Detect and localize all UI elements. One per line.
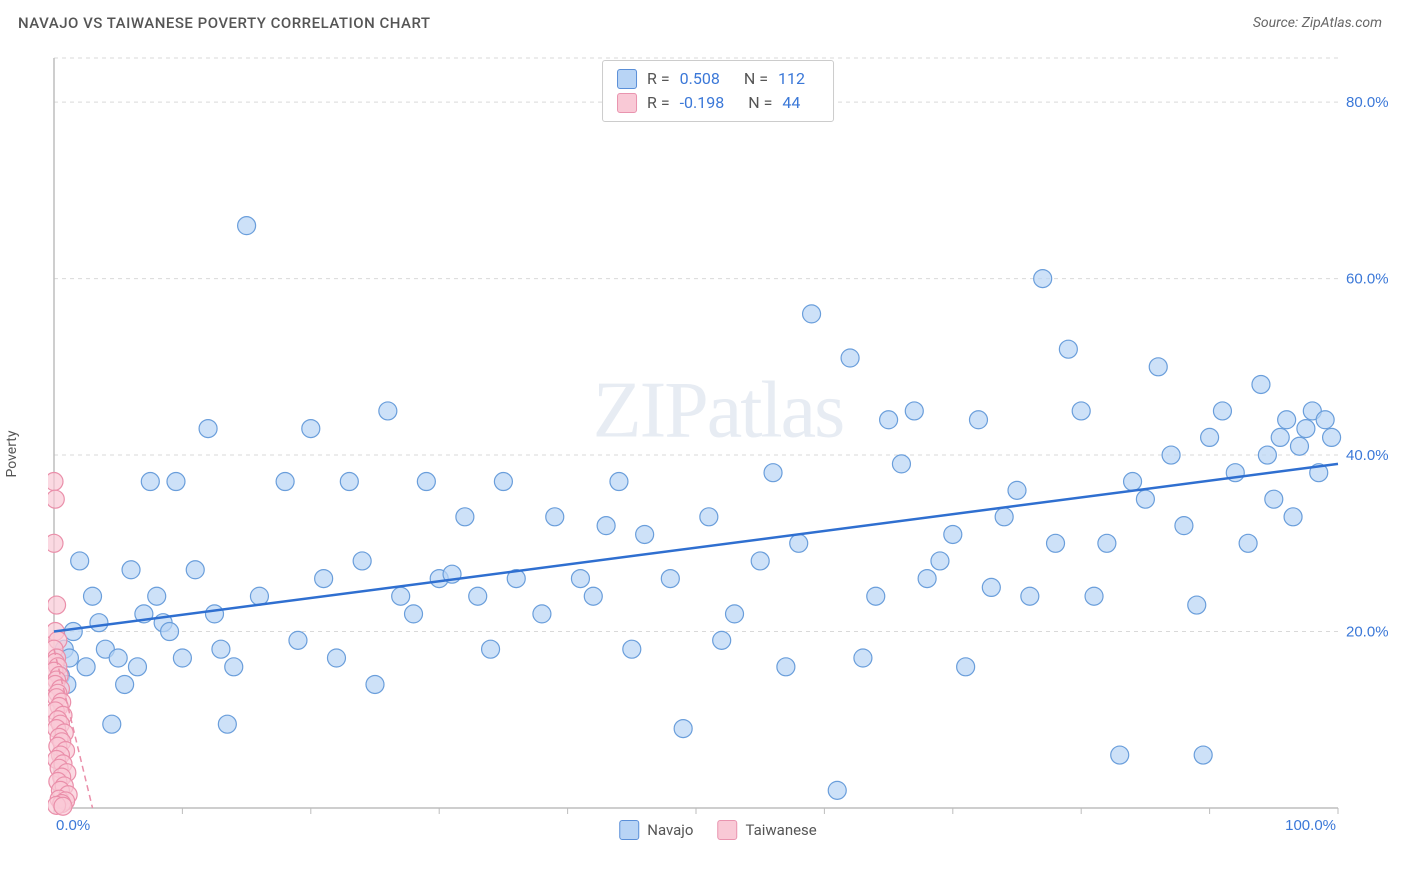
chart-title: NAVAJO VS TAIWANESE POVERTY CORRELATION … — [18, 14, 431, 32]
stats-row-navajo: R = 0.508 N = 112 — [617, 67, 819, 91]
n-value-navajo: 112 — [778, 67, 805, 91]
svg-text:20.0%: 20.0% — [1346, 624, 1388, 641]
n-label: N = — [744, 67, 768, 91]
n-value-taiwanese: 44 — [782, 91, 800, 115]
svg-text:40.0%: 40.0% — [1346, 447, 1388, 464]
n-label: N = — [748, 91, 772, 115]
y-axis-label: Poverty — [4, 430, 20, 477]
legend-label-navajo: Navajo — [647, 821, 693, 839]
svg-text:60.0%: 60.0% — [1346, 271, 1388, 288]
legend-item-navajo: Navajo — [619, 820, 693, 840]
stats-legend: R = 0.508 N = 112 R = -0.198 N = 44 — [602, 60, 834, 122]
r-value-navajo: 0.508 — [680, 67, 720, 91]
swatch-taiwanese-icon — [617, 93, 637, 113]
header-bar: NAVAJO VS TAIWANESE POVERTY CORRELATION … — [0, 0, 1406, 32]
swatch-taiwanese-icon — [717, 820, 737, 840]
legend-item-taiwanese: Taiwanese — [717, 820, 816, 840]
swatch-navajo-icon — [619, 820, 639, 840]
legend-label-taiwanese: Taiwanese — [745, 821, 816, 839]
r-value-taiwanese: -0.198 — [680, 91, 725, 115]
svg-text:0.0%: 0.0% — [56, 817, 90, 834]
series-legend: Navajo Taiwanese — [619, 820, 817, 840]
chart-area: 20.0%40.0%60.0%80.0%0.0%100.0% ZIPatlas … — [48, 48, 1388, 838]
r-label: R = — [647, 91, 670, 115]
source-attribution: Source: ZipAtlas.com — [1253, 15, 1382, 31]
scatter-plot: 20.0% 40.0% 60.0% 80.0% 0.0% 100.0% — [48, 48, 1388, 838]
swatch-navajo-icon — [617, 69, 637, 89]
r-label: R = — [647, 67, 670, 91]
svg-text:80.0%: 80.0% — [1346, 94, 1388, 111]
svg-text:100.0%: 100.0% — [1285, 817, 1336, 834]
stats-row-taiwanese: R = -0.198 N = 44 — [617, 91, 819, 115]
